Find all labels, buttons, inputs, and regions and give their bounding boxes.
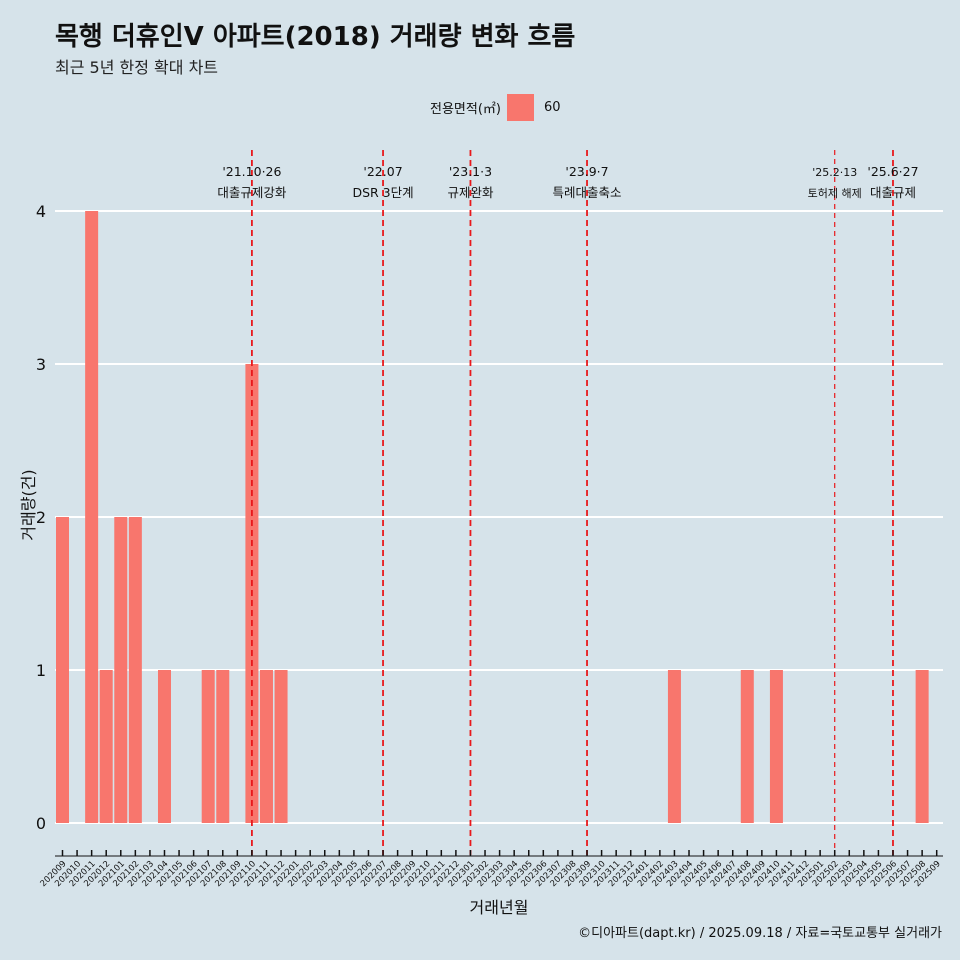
y-tick-label: 3 (36, 355, 46, 374)
event-date: '25.6·27 (867, 164, 918, 179)
chart-title: 목행 더휴인V 아파트(2018) 거래량 변화 흐름 (55, 22, 576, 52)
event-date: '22.07 (363, 164, 402, 179)
y-tick-label: 2 (36, 508, 46, 527)
event-date: '25.2·13 (812, 166, 857, 179)
bar (769, 670, 783, 823)
y-tick-label: 4 (36, 202, 46, 221)
bar (915, 670, 929, 823)
bar (667, 670, 681, 823)
event-date: '23.1·3 (449, 164, 492, 179)
event-date: '21.10·26 (222, 164, 281, 179)
source-caption: ©디아파트(dapt.kr) / 2025.09.18 / 자료=국토교통부 실… (578, 926, 942, 941)
chart-subtitle: 최근 5년 한정 확대 차트 (55, 58, 219, 77)
bar (114, 517, 128, 823)
bar (216, 670, 230, 823)
bar (259, 670, 273, 823)
legend: 전용면적(㎡) 60 (430, 93, 561, 121)
event-label: DSR 3단계 (352, 185, 413, 200)
event-label: 규제완화 (447, 185, 494, 200)
bar (56, 517, 69, 823)
bar (201, 670, 215, 823)
bar (85, 211, 99, 823)
y-tick-label: 1 (36, 661, 46, 680)
event-label: 대출규제강화 (217, 185, 287, 200)
legend-swatch (506, 93, 534, 121)
event-label: 토허제 해제 (808, 186, 862, 200)
bar (99, 670, 113, 823)
y-tick-label: 0 (36, 814, 46, 833)
event-date: '23.9·7 (565, 164, 608, 179)
bar (157, 670, 171, 823)
event-label: 특례대출축소 (553, 185, 622, 200)
bar (274, 670, 288, 823)
bar (740, 670, 754, 823)
bar (128, 517, 142, 823)
x-axis-title: 거래년월 (470, 898, 529, 917)
y-axis-title: 거래량(건) (19, 469, 38, 540)
legend-label: 60 (543, 99, 561, 115)
legend-title: 전용면적(㎡) (430, 101, 501, 117)
event-label: 대출규제 (870, 185, 916, 200)
